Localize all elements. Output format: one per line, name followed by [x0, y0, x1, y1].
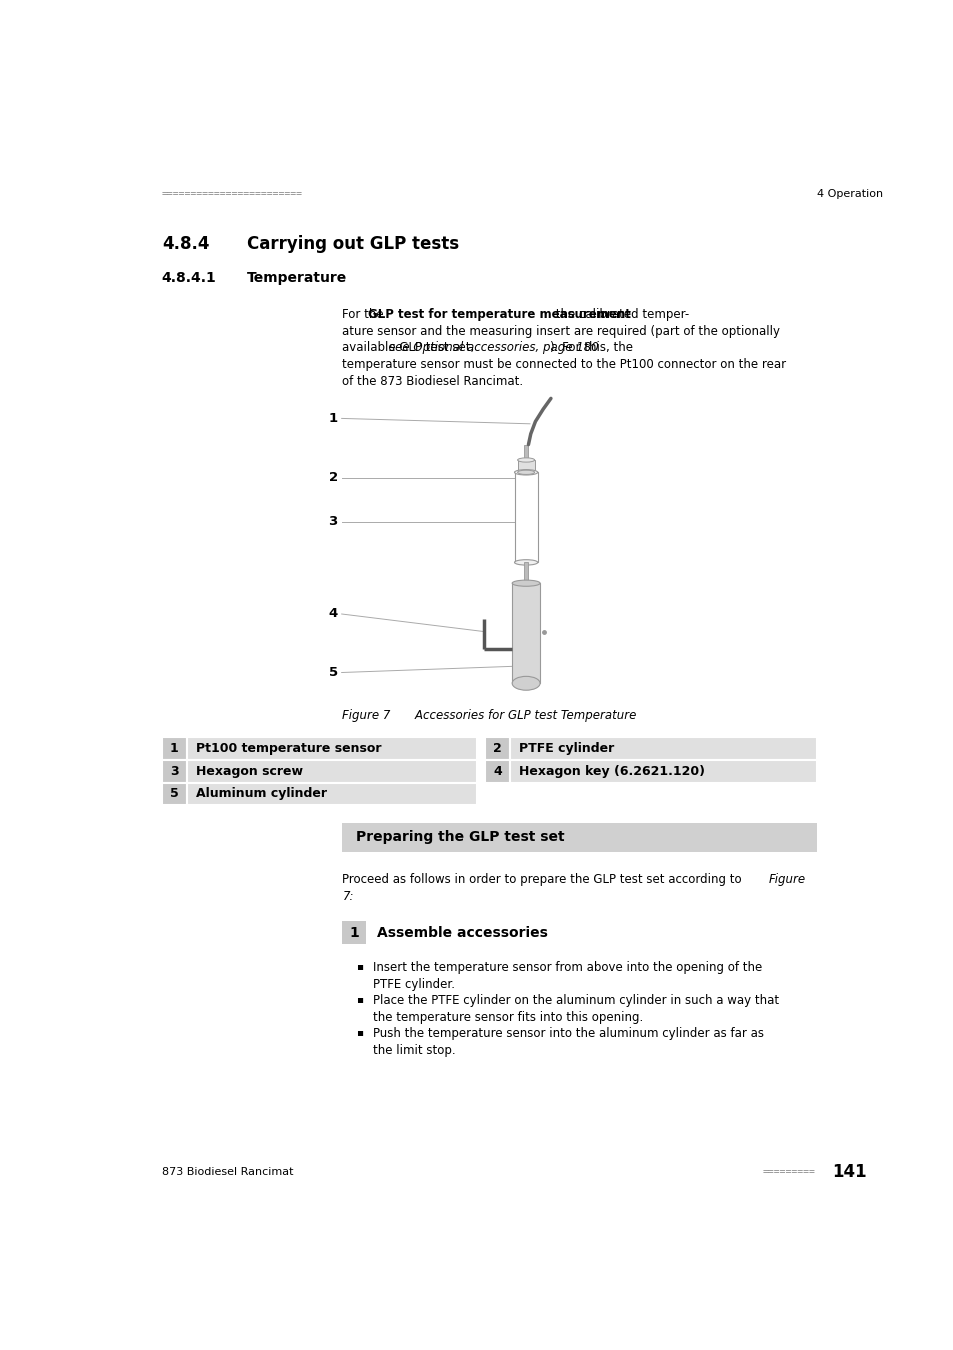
Text: ▪: ▪	[356, 995, 363, 1004]
Bar	[523, 563, 528, 583]
Text: ========================: ========================	[162, 189, 302, 200]
Text: Assemble accessories: Assemble accessories	[376, 926, 547, 940]
Text: the temperature sensor fits into this opening.: the temperature sensor fits into this op…	[373, 1011, 643, 1023]
Bar	[162, 783, 187, 806]
Text: ature sensor and the measuring insert are required (part of the optionally: ature sensor and the measuring insert ar…	[342, 325, 780, 338]
Bar	[187, 783, 476, 806]
Text: ▪: ▪	[356, 961, 363, 971]
Text: Pt100 temperature sensor: Pt100 temperature sensor	[195, 743, 381, 755]
Text: 2: 2	[329, 471, 337, 485]
Text: Hexagon screw: Hexagon screw	[195, 764, 303, 778]
Text: 5: 5	[329, 666, 337, 679]
Ellipse shape	[512, 676, 539, 690]
Text: 4.8.4.1: 4.8.4.1	[162, 271, 216, 285]
Text: 2: 2	[493, 743, 501, 755]
Text: GLP test for temperature measurement: GLP test for temperature measurement	[368, 308, 630, 321]
Text: 141: 141	[831, 1164, 866, 1181]
Bar	[484, 737, 509, 760]
Bar	[517, 460, 534, 472]
Text: 873 Biodiesel Rancimat: 873 Biodiesel Rancimat	[162, 1168, 294, 1177]
Ellipse shape	[517, 458, 534, 462]
Text: Accessories for GLP test Temperature: Accessories for GLP test Temperature	[399, 709, 636, 722]
Text: 3: 3	[170, 764, 178, 778]
Text: For the: For the	[342, 308, 388, 321]
Bar	[342, 822, 816, 852]
Bar	[523, 444, 528, 460]
Text: see Optional accessories, page 180: see Optional accessories, page 180	[389, 342, 598, 355]
Text: Aluminum cylinder: Aluminum cylinder	[195, 787, 327, 801]
Ellipse shape	[514, 560, 537, 566]
Text: Figure: Figure	[768, 873, 805, 887]
Bar	[187, 760, 476, 783]
Bar	[484, 760, 509, 783]
Text: Carrying out GLP tests: Carrying out GLP tests	[247, 235, 458, 254]
Text: the limit stop.: the limit stop.	[373, 1044, 456, 1057]
Text: 3: 3	[328, 516, 337, 528]
Text: available GLP test set,: available GLP test set,	[342, 342, 478, 355]
Text: ▪: ▪	[356, 1027, 363, 1038]
Text: Proceed as follows in order to prepare the GLP test set according to: Proceed as follows in order to prepare t…	[342, 873, 745, 887]
Text: 4: 4	[328, 608, 337, 621]
Text: Insert the temperature sensor from above into the opening of the: Insert the temperature sensor from above…	[373, 961, 761, 975]
Text: 5: 5	[170, 787, 178, 801]
Bar	[514, 472, 537, 563]
Text: Figure 7: Figure 7	[342, 709, 391, 722]
Bar	[187, 737, 476, 760]
Bar	[509, 760, 816, 783]
Text: =========: =========	[761, 1168, 815, 1177]
Text: 4 Operation: 4 Operation	[816, 189, 882, 200]
Text: Hexagon key (6.2621.120): Hexagon key (6.2621.120)	[518, 764, 704, 778]
Text: the calibrated temper-: the calibrated temper-	[552, 308, 689, 321]
Text: 1: 1	[329, 412, 337, 425]
Bar	[512, 583, 539, 683]
Text: Preparing the GLP test set: Preparing the GLP test set	[356, 830, 564, 844]
Bar	[342, 921, 365, 944]
Ellipse shape	[517, 470, 534, 474]
Text: Temperature: Temperature	[247, 271, 347, 285]
Text: PTFE cylinder.: PTFE cylinder.	[373, 977, 455, 991]
Text: Push the temperature sensor into the aluminum cylinder as far as: Push the temperature sensor into the alu…	[373, 1027, 763, 1041]
Text: temperature sensor must be connected to the Pt100 connector on the rear: temperature sensor must be connected to …	[342, 358, 786, 371]
Bar	[162, 760, 187, 783]
Ellipse shape	[512, 580, 539, 586]
Text: of the 873 Biodiesel Rancimat.: of the 873 Biodiesel Rancimat.	[342, 374, 523, 387]
Text: Place the PTFE cylinder on the aluminum cylinder in such a way that: Place the PTFE cylinder on the aluminum …	[373, 995, 779, 1007]
Text: 4.8.4: 4.8.4	[162, 235, 209, 254]
Text: ). For this, the: ). For this, the	[550, 342, 633, 355]
Text: 4: 4	[493, 764, 501, 778]
Bar	[162, 737, 187, 760]
Text: 7:: 7:	[342, 890, 354, 903]
Text: 1: 1	[349, 926, 358, 940]
Text: PTFE cylinder: PTFE cylinder	[518, 743, 614, 755]
Bar	[509, 737, 816, 760]
Ellipse shape	[514, 470, 537, 475]
Text: 1: 1	[170, 743, 178, 755]
